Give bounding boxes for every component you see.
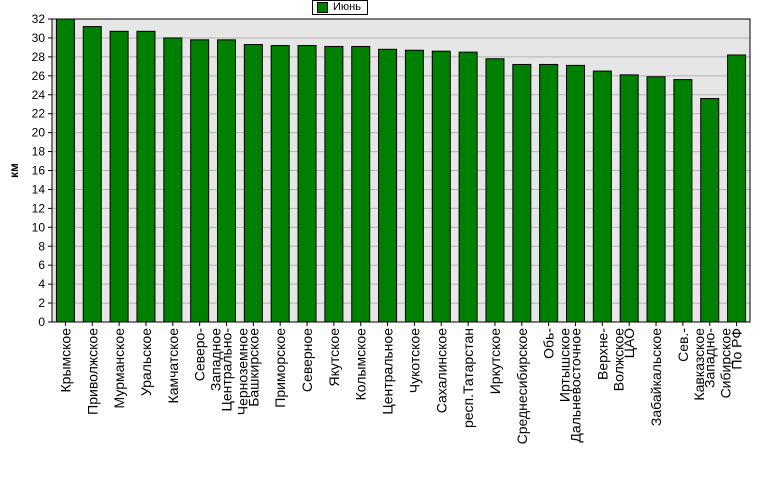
bar [136, 30, 156, 323]
bar [243, 44, 263, 323]
y-tick-label: 26 [32, 69, 46, 83]
bar [190, 39, 210, 323]
x-tick-label: Мурманское [111, 328, 127, 409]
bar [324, 45, 344, 323]
y-tick-label: 20 [32, 126, 46, 140]
x-tick-label: Дальневосточное [568, 328, 584, 443]
y-axis-label: км [7, 163, 21, 178]
bar [727, 54, 747, 323]
x-tick-label: Сев.-Кавказское [675, 328, 707, 401]
plot-frame [51, 18, 751, 323]
bar [351, 45, 371, 323]
bar [700, 98, 720, 323]
x-tick-label: Башкирское [245, 328, 261, 407]
x-tick-label: ЦАО [621, 328, 637, 358]
y-tick-label: 8 [38, 239, 45, 253]
x-tick-label: Северное [299, 328, 315, 392]
y-tick-label: 6 [38, 258, 45, 272]
bar [270, 45, 290, 323]
x-tick-label: Северо-Западное [192, 328, 224, 391]
bar [566, 64, 585, 323]
legend-label: Июнь [333, 1, 361, 13]
x-tick-label: Западно-Сибирское [702, 328, 734, 399]
x-tick-label: Сахалинское [433, 328, 449, 413]
bar [163, 37, 183, 323]
x-tick-label: Центральное [380, 328, 396, 415]
bar [673, 79, 693, 323]
y-tick-label: 12 [32, 201, 46, 215]
bar [539, 63, 559, 323]
x-tick-label: Приморское [272, 328, 288, 408]
y-tick-label: 32 [32, 12, 46, 26]
x-tick-label: Камчатское [165, 328, 181, 404]
y-tick-label: 16 [32, 164, 46, 178]
y-tick-label: 18 [32, 145, 46, 159]
y-tick-label: 28 [32, 50, 46, 64]
y-tick-label: 14 [32, 182, 46, 196]
bar [378, 48, 398, 323]
x-tick-label: Приволжское [84, 328, 100, 415]
x-tick-label: По РФ [729, 328, 745, 370]
x-tick-label: Центрально-Черноземное [219, 328, 251, 416]
x-tick-label: Колымское [353, 328, 369, 401]
bar [82, 26, 102, 323]
bar [217, 39, 236, 323]
y-tick-label: 24 [32, 88, 46, 102]
x-tick-label: Обь-Иртышское [541, 328, 573, 402]
y-tick-label: 30 [32, 31, 46, 45]
y-tick-label: 2 [38, 296, 45, 310]
bar [55, 18, 75, 323]
y-tick-label: 4 [38, 277, 45, 291]
bar [404, 49, 424, 323]
bar [619, 74, 639, 323]
legend-swatch [317, 2, 328, 13]
bar [485, 58, 505, 323]
x-tick-label: респ.Татарстан [460, 328, 476, 428]
x-tick-label: Уральское [138, 328, 154, 396]
legend: Июнь [312, 0, 368, 15]
bar [458, 51, 478, 323]
x-tick-label: Якутское [326, 328, 342, 387]
bar [646, 76, 666, 323]
x-tick-label: Чукотское [406, 328, 422, 393]
x-tick-label: Забайкальское [648, 328, 664, 426]
x-tick-label: Среднесибирское [514, 328, 530, 445]
y-tick-label: 22 [32, 107, 46, 121]
bar [109, 30, 129, 323]
bar [512, 63, 532, 323]
y-tick-label: 0 [38, 315, 45, 329]
x-tick-label: Верхне-Волжское [594, 328, 626, 392]
bar [297, 45, 317, 323]
x-tick-label: Крымское [57, 328, 73, 393]
bar [592, 70, 612, 323]
x-tick-label: Иркутское [487, 328, 503, 394]
y-tick-label: 10 [32, 220, 46, 234]
bar [431, 50, 451, 323]
